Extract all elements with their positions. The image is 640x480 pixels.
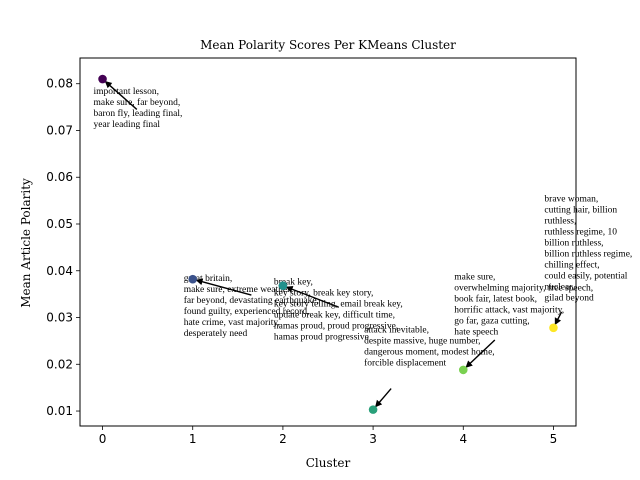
annotation-text-line: overwhelming majority, free speech, [454,283,593,294]
x-tick-label: 2 [279,432,287,446]
y-tick-label: 0.05 [46,217,73,231]
annotation-text-line: key story, break key story, [274,288,374,298]
annotation-text-line: far beyond, devastating earthquake, [184,295,319,306]
annotation-text-line: chilling effect, [544,260,599,271]
x-tick-label: 1 [189,432,197,446]
annotation-text-line: key story telling, email break key, [274,299,403,309]
annotation-text-line: hate speech [454,328,498,338]
annotation-text-line: horrific attack, vast majority, [454,305,564,316]
annotation-text-line: desperately need [184,329,248,339]
annotations-layer: important lesson,make sure, far beyond,b… [94,81,632,408]
annotation-text-line: despite massive, huge number, [364,337,481,347]
annotation-text-line: ruthless regime, 10 [544,228,617,238]
annotation-arrow-3 [375,388,392,408]
y-tick-label: 0.06 [46,170,73,184]
annotation-text-line: dangerous moment, modest home, [364,348,495,358]
chart-title: Mean Polarity Scores Per KMeans Cluster [200,38,456,52]
annotation-text-line: cutting hair, billion [544,206,617,216]
y-tick-label: 0.07 [46,123,73,137]
y-tick-label: 0.03 [46,311,73,325]
plot-frame [79,57,577,427]
annotation-arrow-4 [465,339,496,368]
x-axis-label: Cluster [306,456,351,470]
cluster-point-3 [368,405,378,414]
annotation-arrow-2 [285,286,340,308]
annotation-text-line: great britain, [184,274,233,284]
annotation-text-line: update break key, difficult time, [274,309,395,320]
annotation-text-line: break key, [274,277,313,287]
annotation-text-line: make sure, far beyond, [94,97,181,108]
annotation-text-line: hamas proud progressive [274,332,369,342]
annotation-arrow-0 [104,81,138,110]
x-axis-ticks: 0 1 2 3 4 5 [99,426,558,446]
annotation-text-line: billion ruthless regime, [544,250,632,260]
annotation-text-line: attack inevitable, [364,326,429,336]
annotation-text-line: hamas proud, proud progressive, [274,321,398,331]
y-tick-label: 0.04 [46,264,73,278]
annotation-text-line: could easily, potential [544,272,627,282]
x-tick-label: 4 [459,432,467,446]
y-axis-label: Mean Article Polarity [19,178,33,308]
annotation-text-line: forcible displacement [364,358,446,369]
annotation-text-line: book fair, latest book, [454,294,537,305]
annotation-text-line: year leading final [94,119,161,130]
x-tick-label: 0 [99,432,107,446]
annotation-text-line: found guilty, experienced record, [184,306,310,317]
annotation-text-line: nuclear, [544,283,574,293]
cluster-point-1 [188,274,198,284]
annotation-text-line: brave woman, [544,195,598,205]
annotation-text-line: important lesson, [94,87,159,97]
annotation-text-line: go far, gaza cutting, [454,316,529,327]
y-tick-label: 0.01 [46,404,73,418]
annotation-text-line: baron fly, leading final, [94,108,183,119]
x-tick-label: 5 [550,432,558,446]
annotation-text-line: gilad beyond [544,294,594,304]
annotation-arrow-5 [554,311,563,326]
annotation-text-line: billion ruthless, [544,239,603,249]
annotation-text-line: hate crime, vast majority, [184,318,280,328]
cluster-point-5 [549,323,558,333]
y-axis-ticks: 0.01 0.02 0.03 0.04 0.05 0.06 0.07 0.08 [46,77,80,418]
data-points [98,74,558,414]
cluster-point-2 [278,281,288,291]
y-tick-label: 0.08 [46,77,73,91]
annotation-text-line: ruthless, [544,217,576,227]
annotation-arrow-1 [195,278,252,296]
cluster-point-0 [98,74,107,84]
annotation-text-line: make sure, [454,273,495,283]
x-tick-label: 3 [369,432,377,446]
annotation-text-line: make sure, extreme weather, [184,285,293,295]
cluster-point-4 [458,365,468,375]
y-tick-label: 0.02 [46,357,73,371]
